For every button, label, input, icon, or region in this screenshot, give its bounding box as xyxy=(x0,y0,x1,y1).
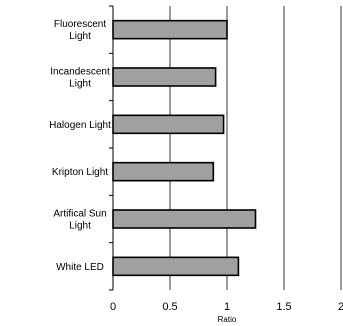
category-label-line: Light xyxy=(69,79,91,90)
category-label: Fluorescent Light xyxy=(54,19,106,42)
category-label: Artifical Sun Light xyxy=(53,209,106,232)
category-label: Kripton Light xyxy=(52,167,108,178)
x-axis-title: Ratio xyxy=(218,315,237,324)
bar xyxy=(112,256,240,277)
category-label-line: Light xyxy=(69,221,91,232)
x-tick-label: 0.5 xyxy=(162,301,177,313)
category-label: White LED xyxy=(56,262,104,273)
category-label-line: Artifical Sun xyxy=(53,209,106,220)
bar xyxy=(112,209,257,229)
x-tick-label: 0 xyxy=(110,301,116,313)
category-label-line: Fluorescent xyxy=(54,19,106,30)
category-label-line: Halogen Light xyxy=(49,120,111,131)
category-label: Halogen Light xyxy=(49,120,111,131)
category-label-line: Light xyxy=(69,31,91,42)
x-tick-label: 2 xyxy=(338,301,343,313)
bar xyxy=(112,161,215,182)
x-tick-labels: 0 0.5 1 1.5 2 xyxy=(110,301,343,313)
bar xyxy=(112,67,217,87)
bar xyxy=(112,114,225,135)
category-label: Incandescent Light xyxy=(50,67,110,90)
category-label-line: White LED xyxy=(56,262,104,273)
gridlines xyxy=(169,6,342,290)
x-tick-label: 1.5 xyxy=(276,301,291,313)
category-label-line: Incandescent xyxy=(50,67,110,78)
x-tick-label: 1 xyxy=(224,301,230,313)
bar xyxy=(112,19,228,40)
category-label-line: Kripton Light xyxy=(52,167,108,178)
bars xyxy=(112,19,257,277)
